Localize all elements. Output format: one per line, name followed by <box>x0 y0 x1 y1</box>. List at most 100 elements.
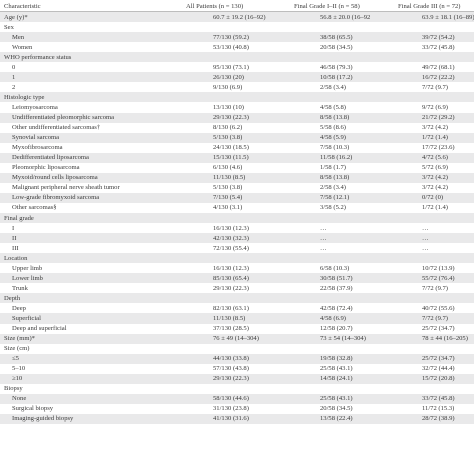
cell-value: 11/58 (16.2) <box>266 152 370 163</box>
cell-value: 20/58 (34.5) <box>320 43 353 51</box>
empty-cell <box>370 22 474 32</box>
cell-value: 8/58 (13.8) <box>266 172 370 183</box>
row-label: Superficial <box>0 313 158 324</box>
empty-cell <box>266 344 370 354</box>
cell-value: 5/72 (6.9) <box>422 164 449 172</box>
cell-value: 1/72 (1.4) <box>422 204 449 212</box>
cell-value: 72/130 (55.4) <box>213 244 249 252</box>
header-row: Characteristic All Patients (n = 130) Fi… <box>0 1 474 13</box>
empty-cell <box>370 92 474 103</box>
cell-value: 42/58 (72.4) <box>320 304 353 312</box>
cell-value: 4/58 (5.9) <box>266 132 370 143</box>
cell-value: 11/130 (8.5) <box>158 172 266 183</box>
cell-value: 3/72 (4.2) <box>422 184 449 192</box>
cell-value: 24/130 (18.5) <box>213 144 249 152</box>
cell-value: 5/58 (8.6) <box>320 124 347 132</box>
table-row: Pleomorphic liposarcoma 6/130 (4.6) 1/58 (… <box>0 163 474 173</box>
cell-value: 15/130 (11.5) <box>158 152 266 163</box>
cell-value: 2/58 (3.4) <box>320 83 347 91</box>
empty-cell <box>158 384 266 394</box>
table-body: Age (y)* 60.7 ± 19.2 (16–92) 56.8 ± 20.0 (… <box>0 11 474 424</box>
section-row: Size (cm) <box>0 344 474 354</box>
empty-cell <box>266 384 370 394</box>
cell-value: 15/72 (20.8) <box>370 373 474 384</box>
cell-value: … <box>422 244 429 252</box>
cell-value: 7/130 (5.4) <box>158 192 266 203</box>
cell-value: 2/58 (3.4) <box>320 184 347 192</box>
row-label: Trunk <box>12 284 28 292</box>
section-label: Location <box>0 253 158 264</box>
cell-value: 4/130 (3.1) <box>213 204 243 212</box>
row-label: Synovial sarcoma <box>0 132 158 143</box>
cell-value: 7/72 (9.7) <box>422 83 449 91</box>
header-grade-3: Final Grade III (n = 72) <box>370 1 474 13</box>
cell-value: 56.8 ± 20.0 (16–92) <box>266 11 370 23</box>
section-label: Histologic type <box>0 92 158 103</box>
cell-value: 32/72 (44.4) <box>422 365 455 373</box>
table-row: ≥10 29/130 (22.3) 14/58 (24.1) 15/72 (20.8) <box>0 373 474 384</box>
cell-value: 44/130 (33.8) <box>158 353 266 364</box>
cell-value: 39/72 (54.2) <box>370 32 474 43</box>
row-label: Deep <box>12 304 26 312</box>
cell-value: 6/130 (4.6) <box>213 164 243 172</box>
table-row: Deep and superficial 37/130 (28.5) 12/58 (… <box>0 324 474 334</box>
cell-value: … <box>320 224 327 232</box>
cell-value: 46/58 (79.3) <box>320 63 353 71</box>
empty-cell <box>158 22 266 32</box>
cell-value: 73 ± 54 (14–304) <box>266 333 370 344</box>
cell-value: 9/130 (6.9) <box>213 83 243 91</box>
cell-value: 31/130 (23.8) <box>213 405 249 413</box>
empty-cell <box>370 212 474 224</box>
cell-value: 29/130 (22.3) <box>213 284 249 292</box>
section-row: Final grade <box>0 212 474 224</box>
section-row: Sex <box>0 22 474 32</box>
table-row: Size (mm)* 76 ± 49 (14–304) 73 ± 54 (14–30… <box>0 333 474 344</box>
row-label: Pleomorphic liposarcoma <box>12 164 80 172</box>
cell-value: 25/72 (34.7) <box>422 325 455 333</box>
section-label: Biopsy <box>4 385 23 393</box>
section-label: Depth <box>0 293 158 304</box>
row-label: Myxofibrosarcoma <box>12 144 63 152</box>
cell-value: 95/130 (73.1) <box>213 63 249 71</box>
cell-value: 85/130 (65.4) <box>158 273 266 284</box>
table-row: Surgical biopsy 31/130 (23.8) 20/58 (34.5)… <box>0 404 474 414</box>
row-label: Lower limb <box>0 273 158 284</box>
cell-value: 77/130 (59.2) <box>158 32 266 43</box>
table-row: Superficial 11/130 (8.5) 4/58 (6.9) 7/72 (9… <box>0 313 474 324</box>
empty-cell <box>266 22 370 32</box>
table-row: Other sarcomas§ 4/130 (3.1) 3/58 (5.2) 1/72… <box>0 203 474 213</box>
cell-value: 11/72 (15.3) <box>422 405 455 413</box>
cell-value: 3/72 (4.2) <box>422 124 449 132</box>
empty-cell <box>158 52 266 63</box>
cell-value: 29/130 (22.3) <box>158 112 266 123</box>
row-label: None <box>0 393 158 404</box>
cell-value: 1/72 (1.4) <box>370 132 474 143</box>
table-row: Age (y)* 60.7 ± 19.2 (16–92) 56.8 ± 20.0 (… <box>0 11 474 23</box>
cell-value: 8/130 (6.2) <box>213 124 243 132</box>
row-label: 0 <box>12 63 16 71</box>
cell-value: 7/72 (9.7) <box>422 284 449 292</box>
empty-cell <box>266 92 370 103</box>
table-row: Myxofibrosarcoma 24/130 (18.5) 7/58 (10.3)… <box>0 143 474 153</box>
row-label: Low-grade fibromyxoid sarcoma <box>0 192 158 203</box>
empty-cell <box>266 253 370 264</box>
cell-value: 4/58 (6.9) <box>266 313 370 324</box>
cell-value: 10/72 (13.9) <box>422 264 455 272</box>
row-label: Deep and superficial <box>12 325 67 333</box>
empty-cell <box>266 212 370 224</box>
empty-cell <box>370 293 474 304</box>
table-row: None 58/130 (44.6) 25/58 (43.1) 33/72 (45.8… <box>0 393 474 404</box>
cell-value: … <box>370 233 474 244</box>
cell-value: 42/130 (32.3) <box>158 233 266 244</box>
section-label: Size (cm) <box>4 345 30 353</box>
section-label: Final grade <box>0 212 158 224</box>
section-label: WHO performance status <box>0 52 158 63</box>
cell-value: 28/72 (38.9) <box>370 413 474 424</box>
cell-value: 9/72 (6.9) <box>422 103 449 111</box>
cell-value: 7/72 (9.7) <box>370 313 474 324</box>
table-row: Upper limb 16/130 (12.3) 6/58 (10.3) 10/72 … <box>0 263 474 273</box>
cell-value: 17/72 (23.6) <box>422 144 455 152</box>
table-row: Other undifferentiated sarcomas† 8/130 (6… <box>0 123 474 133</box>
table-row: Low-grade fibromyxoid sarcoma 7/130 (5.4)… <box>0 192 474 203</box>
cell-value: 16/72 (22.2) <box>370 72 474 83</box>
